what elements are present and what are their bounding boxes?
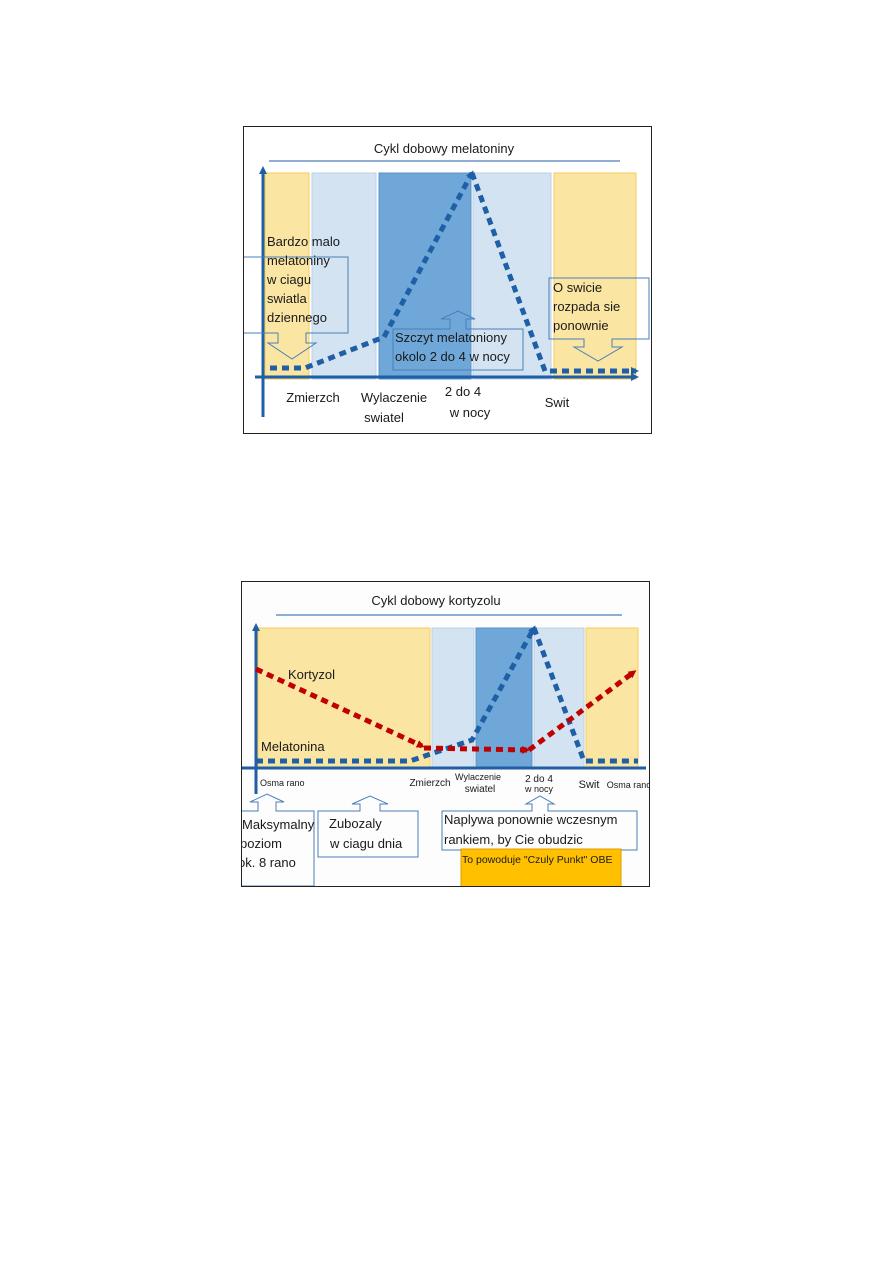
callout-max-line-3: ok. 8 rano: [242, 855, 296, 870]
callout-daylight-line-1: Bardzo malo: [267, 234, 340, 249]
band-night: [475, 627, 533, 768]
band-day-right: [553, 172, 637, 380]
x-label-lights-off-2: swiatel: [364, 410, 404, 425]
callout-return-line-1: Naplywa ponownie wczesnym: [444, 812, 617, 827]
x-label-eight-am-left: Osma rano: [260, 778, 305, 788]
band-evening: [431, 627, 475, 768]
x-label-eight-am-right: Osma rano: [607, 780, 649, 790]
callout-return-line-2: rankiem, by Cie obudzic: [444, 832, 583, 847]
callout-peak: [392, 310, 524, 371]
x-label-night-1: 2 do 4: [525, 774, 553, 785]
x-label-lights-off-1: Wylaczenie: [455, 772, 501, 782]
band-morning: [585, 627, 639, 768]
cortisol-cycle-diagram: Cykl dobowy kortyzolu Kortyzol Melatonin…: [242, 593, 649, 886]
band-day-left: [264, 172, 310, 380]
x-label-night-2: w nocy: [449, 405, 491, 420]
obe-box-label: To powoduje "Czuly Punkt" OBE: [462, 854, 612, 866]
x-label-lights-off-1: Wylaczenie: [361, 390, 427, 405]
callout-daylight-line-5: dziennego: [267, 310, 327, 325]
x-label-lights-off-2: swiatel: [465, 784, 496, 795]
callout-dawn-line-1: O swicie: [553, 280, 602, 295]
x-label-night-1: 2 do 4: [445, 384, 481, 399]
callout-max-line-1: Maksymalny: [242, 817, 315, 832]
cortisol-curve-flat: [423, 745, 530, 754]
callout-daylight-line-3: w ciagu: [266, 272, 311, 287]
callout-peak-line-1: Szczyt melatoniony: [395, 330, 507, 345]
figure-title: Cykl dobowy kortyzolu: [371, 593, 500, 608]
callout-dawn-line-2: rozpada sie: [553, 299, 620, 314]
melatonin-curve-rise: [270, 170, 475, 371]
callout-dawn-line-3: ponownie: [553, 318, 609, 333]
series-label-melatonin: Melatonina: [261, 739, 325, 754]
callout-daylight-line-2: melatoniny: [267, 253, 330, 268]
callout-depleted-line-1: Zubozaly: [329, 816, 382, 831]
melatonin-cycle-diagram: Cykl dobowy melatoniny Bardzo malo melat…: [244, 141, 650, 425]
melatonin-cycle-figure: Cykl dobowy melatoniny Bardzo malo melat…: [243, 126, 652, 434]
x-label-dusk: Zmierzch: [409, 778, 450, 789]
x-label-night-2: w nocy: [524, 784, 554, 794]
callout-depleted-line-2: w ciagu dnia: [329, 836, 403, 851]
band-evening: [311, 172, 377, 380]
callout-daylight-line-4: swiatla: [267, 291, 308, 306]
x-label-dawn: Swit: [545, 395, 570, 410]
x-label-dusk: Zmierzch: [286, 390, 339, 405]
series-label-cortisol: Kortyzol: [288, 667, 335, 682]
callout-daylight: [244, 256, 349, 360]
band-day: [257, 627, 431, 768]
obe-box: [460, 848, 622, 886]
cortisol-curve-rise: [527, 669, 637, 753]
figure-title: Cykl dobowy melatoniny: [374, 141, 515, 156]
callout-dawn: [548, 277, 650, 362]
cortisol-cycle-figure: Cykl dobowy kortyzolu Kortyzol Melatonin…: [241, 581, 650, 887]
callout-peak-line-2: okolo 2 do 4 w nocy: [395, 349, 510, 364]
cortisol-curve-fall: [254, 666, 425, 749]
callout-max: [242, 793, 315, 886]
x-label-dawn: Swit: [579, 779, 600, 791]
callout-depleted: [317, 795, 419, 858]
callout-max-line-2: poziom: [242, 836, 282, 851]
